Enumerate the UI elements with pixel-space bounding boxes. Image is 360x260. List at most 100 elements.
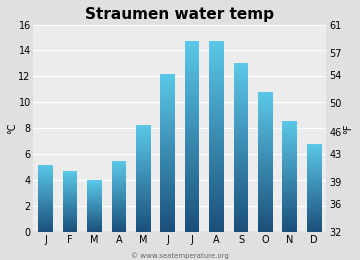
Bar xyxy=(307,160,321,161)
Bar xyxy=(234,188,248,190)
Bar xyxy=(307,196,321,197)
Bar xyxy=(209,133,224,135)
Bar xyxy=(209,78,224,80)
Bar xyxy=(112,220,126,221)
Bar xyxy=(234,153,248,155)
Bar xyxy=(209,137,224,139)
Bar xyxy=(209,91,224,93)
Bar xyxy=(307,213,321,214)
Bar xyxy=(161,75,175,77)
Bar xyxy=(234,224,248,226)
Bar xyxy=(185,154,199,156)
Bar xyxy=(87,189,102,190)
Bar xyxy=(63,190,77,191)
Bar xyxy=(161,142,175,144)
Bar xyxy=(307,176,321,177)
Bar xyxy=(307,194,321,195)
Bar xyxy=(307,188,321,189)
Bar xyxy=(112,172,126,173)
Bar xyxy=(161,160,175,161)
Bar xyxy=(63,205,77,206)
Bar xyxy=(307,212,321,213)
Bar xyxy=(39,213,53,214)
Bar xyxy=(136,219,150,221)
Bar xyxy=(185,162,199,164)
Bar xyxy=(234,185,248,187)
Bar xyxy=(234,118,248,119)
Bar xyxy=(39,198,53,199)
Bar xyxy=(161,215,175,217)
Bar xyxy=(209,74,224,76)
Bar xyxy=(136,130,150,131)
Bar xyxy=(234,184,248,185)
Bar xyxy=(307,185,321,186)
Bar xyxy=(234,63,248,65)
Bar xyxy=(258,94,273,95)
Bar xyxy=(283,184,297,186)
Bar xyxy=(161,174,175,176)
Bar xyxy=(87,213,102,214)
Bar xyxy=(234,226,248,228)
Bar xyxy=(234,124,248,126)
Bar xyxy=(87,228,102,229)
Bar xyxy=(209,124,224,126)
Bar xyxy=(63,178,77,179)
Bar xyxy=(185,120,199,122)
Bar xyxy=(63,225,77,226)
Bar xyxy=(234,121,248,123)
Bar xyxy=(283,121,297,122)
Bar xyxy=(112,222,126,223)
Bar xyxy=(307,225,321,226)
Bar xyxy=(161,85,175,87)
Bar xyxy=(209,192,224,194)
Bar xyxy=(112,221,126,222)
Bar xyxy=(185,57,199,58)
Bar xyxy=(283,225,297,226)
Bar xyxy=(258,221,273,223)
Bar xyxy=(136,129,150,130)
Bar xyxy=(136,216,150,217)
Bar xyxy=(161,118,175,120)
Bar xyxy=(136,176,150,178)
Bar xyxy=(185,152,199,154)
Bar xyxy=(161,172,175,174)
Bar xyxy=(161,87,175,88)
Bar xyxy=(258,171,273,172)
Bar xyxy=(87,214,102,215)
Bar xyxy=(258,130,273,131)
Bar xyxy=(161,161,175,163)
Bar xyxy=(185,51,199,53)
Bar xyxy=(185,215,199,217)
Bar xyxy=(136,166,150,167)
Bar xyxy=(161,191,175,193)
Bar xyxy=(185,143,199,145)
Bar xyxy=(161,98,175,99)
Bar xyxy=(209,217,224,219)
Bar xyxy=(112,189,126,190)
Bar xyxy=(234,172,248,173)
Bar xyxy=(283,183,297,184)
Bar xyxy=(307,164,321,165)
Bar xyxy=(234,214,248,216)
Bar xyxy=(185,171,199,173)
Bar xyxy=(87,230,102,231)
Bar xyxy=(112,161,126,162)
Bar xyxy=(283,231,297,232)
Bar xyxy=(185,223,199,225)
Bar xyxy=(234,102,248,104)
Bar xyxy=(209,58,224,61)
Bar xyxy=(258,138,273,140)
Bar xyxy=(283,178,297,179)
Bar xyxy=(209,82,224,83)
Bar xyxy=(258,218,273,220)
Bar xyxy=(39,230,53,231)
Bar xyxy=(307,151,321,152)
Bar xyxy=(258,196,273,197)
Y-axis label: °C: °C xyxy=(7,123,17,134)
Bar xyxy=(136,174,150,175)
Bar xyxy=(185,61,199,62)
Bar xyxy=(136,157,150,158)
Bar xyxy=(307,217,321,218)
Bar xyxy=(63,181,77,182)
Bar xyxy=(258,144,273,145)
